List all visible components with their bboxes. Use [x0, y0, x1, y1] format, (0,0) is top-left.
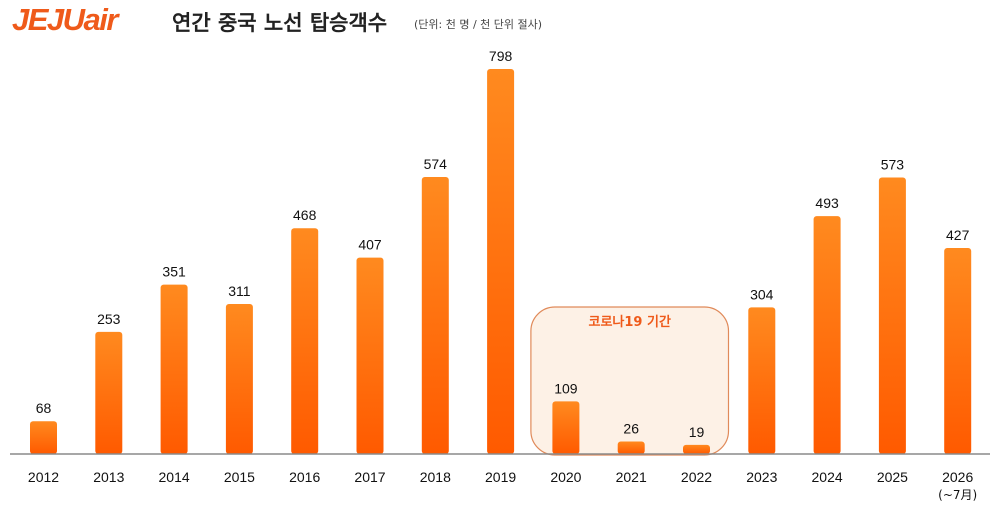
x-tick-2018: 2018	[420, 469, 451, 485]
x-subtick-2026: (~7月)	[938, 488, 977, 502]
data-label-2012: 68	[36, 400, 52, 416]
x-tick-2020: 2020	[550, 469, 581, 485]
bar-2013	[95, 331, 123, 454]
x-tick-2024: 2024	[812, 469, 843, 485]
chart-header: JEJUair 연간 중국 노선 탑승객수 (단위: 천 명 / 천 단위 절사…	[0, 0, 1002, 40]
x-tick-2014: 2014	[159, 469, 190, 485]
data-label-2014: 351	[162, 264, 186, 280]
data-label-2021: 26	[623, 420, 639, 436]
x-tick-2015: 2015	[224, 469, 255, 485]
bar-2012	[30, 421, 57, 454]
data-label-2026: 427	[946, 227, 970, 243]
bar-2016	[291, 228, 319, 454]
bar-2023	[748, 307, 776, 454]
data-label-2016: 468	[293, 207, 317, 223]
bar-2026	[944, 247, 972, 454]
bar-2018	[421, 177, 449, 455]
bar-2017	[356, 257, 384, 454]
unit-note: (단위: 천 명 / 천 단위 절사)	[414, 18, 543, 31]
data-label-2020: 109	[554, 380, 578, 396]
bar-2014	[160, 284, 188, 454]
x-tick-2016: 2016	[289, 469, 320, 485]
data-label-2023: 304	[750, 286, 774, 302]
data-label-2018: 574	[424, 156, 448, 172]
x-tick-2012: 2012	[28, 469, 59, 485]
bar-2015	[225, 303, 253, 454]
bar-2022	[683, 444, 710, 454]
data-label-2019: 798	[489, 48, 513, 64]
data-label-2017: 407	[358, 237, 382, 253]
bar-2019	[487, 68, 515, 454]
x-tick-2017: 2017	[354, 469, 385, 485]
covid-period-label: 코로나19 기간	[588, 314, 670, 330]
covid-period-highlight	[530, 306, 730, 456]
x-tick-2025: 2025	[877, 469, 908, 485]
data-label-2013: 253	[97, 311, 121, 327]
jejuair-logo: JEJUair	[12, 2, 118, 37]
bar-2025	[878, 177, 906, 454]
bar-2024	[813, 216, 841, 454]
x-tick-2019: 2019	[485, 469, 516, 485]
x-tick-2013: 2013	[93, 469, 124, 485]
x-tick-2022: 2022	[681, 469, 712, 485]
x-tick-2026: 2026	[942, 469, 973, 485]
chart-title: 연간 중국 노선 탑승객수	[172, 11, 388, 35]
bar-2021	[617, 441, 645, 454]
data-label-2022: 19	[689, 424, 705, 440]
bar-2020	[552, 401, 580, 454]
x-tick-2023: 2023	[746, 469, 777, 485]
data-label-2025: 573	[881, 157, 905, 173]
data-label-2024: 493	[815, 195, 839, 211]
x-tick-2021: 2021	[616, 469, 647, 485]
data-label-2015: 311	[228, 283, 251, 299]
